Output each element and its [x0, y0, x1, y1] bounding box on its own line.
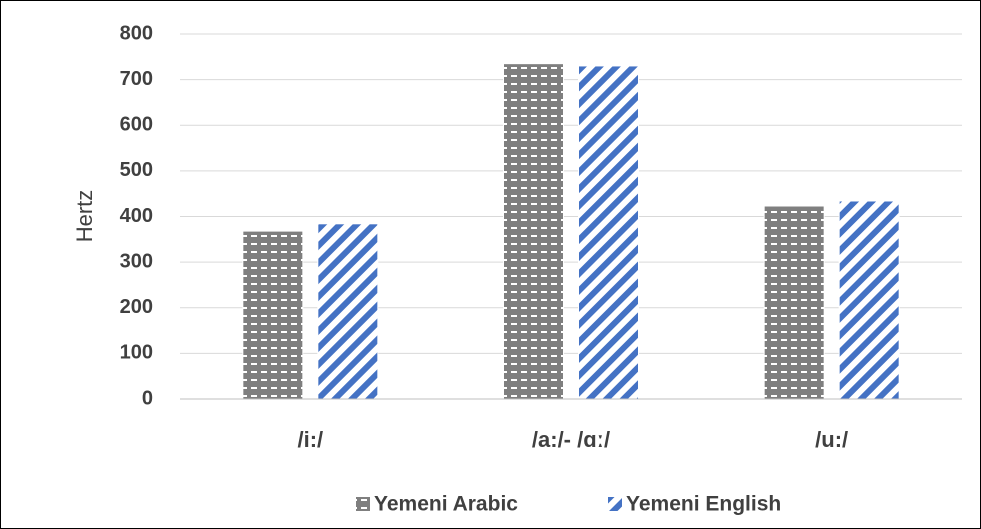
bar — [578, 65, 639, 400]
y-tick-label: 0 — [142, 387, 153, 409]
y-tick-label: 300 — [120, 250, 153, 272]
y-axis-label: Hertz — [72, 190, 97, 243]
legend-label: Yemeni Arabic — [374, 493, 518, 516]
x-tick-label: /a:/- /ɑː/ — [532, 427, 610, 452]
y-tick-label: 600 — [120, 114, 153, 136]
legend-swatch — [608, 497, 622, 511]
legend-swatch — [356, 497, 370, 511]
bar — [838, 200, 900, 400]
bar — [763, 205, 825, 400]
x-tick-label: /u:/ — [815, 427, 848, 452]
y-tick-label: 400 — [120, 205, 153, 227]
y-tick-label: 700 — [120, 68, 153, 90]
y-tick-label: 200 — [120, 296, 153, 318]
y-tick-label: 500 — [120, 159, 153, 181]
y-tick-label: 800 — [120, 22, 153, 44]
bar — [317, 223, 379, 400]
bar — [242, 230, 304, 400]
bar — [503, 63, 564, 400]
x-tick-label: /i:/ — [297, 427, 323, 452]
y-tick-label: 100 — [120, 342, 153, 364]
legend-label: Yemeni English — [626, 493, 781, 516]
